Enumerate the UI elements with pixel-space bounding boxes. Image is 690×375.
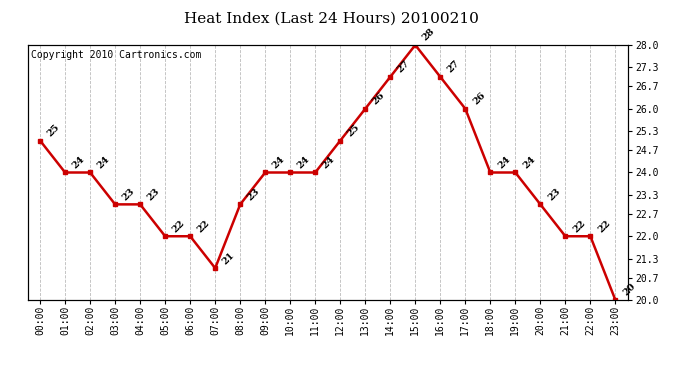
Text: 24: 24 [521, 154, 537, 170]
Text: 20: 20 [621, 282, 637, 298]
Text: 24: 24 [270, 154, 286, 170]
Text: 24: 24 [70, 154, 86, 170]
Text: 23: 23 [546, 186, 562, 202]
Text: 24: 24 [321, 154, 337, 170]
Text: 22: 22 [170, 218, 186, 234]
Text: 21: 21 [221, 250, 237, 266]
Text: 27: 27 [446, 59, 462, 75]
Text: 22: 22 [571, 218, 586, 234]
Text: 25: 25 [46, 123, 61, 138]
Text: 23: 23 [121, 186, 137, 202]
Text: 24: 24 [296, 154, 312, 170]
Text: 27: 27 [396, 59, 412, 75]
Text: Copyright 2010 Cartronics.com: Copyright 2010 Cartronics.com [30, 50, 201, 60]
Text: 22: 22 [596, 218, 612, 234]
Text: 26: 26 [371, 91, 386, 106]
Text: 23: 23 [246, 186, 262, 202]
Text: 28: 28 [421, 27, 437, 43]
Text: 24: 24 [496, 154, 512, 170]
Text: 22: 22 [196, 218, 212, 234]
Text: 23: 23 [146, 186, 161, 202]
Text: Heat Index (Last 24 Hours) 20100210: Heat Index (Last 24 Hours) 20100210 [184, 11, 479, 25]
Text: 26: 26 [471, 91, 486, 106]
Text: 25: 25 [346, 123, 362, 138]
Text: 24: 24 [96, 154, 112, 170]
